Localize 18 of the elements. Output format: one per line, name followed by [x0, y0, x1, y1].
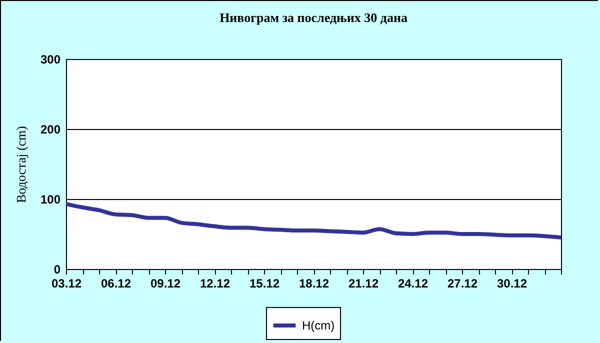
x-tick-label: 18.12 — [298, 276, 330, 290]
x-tick-label: 15.12 — [249, 276, 280, 290]
legend-label: H(cm) — [302, 318, 335, 332]
x-tick-label: 30.12 — [496, 276, 528, 290]
y-tick-label: 300 — [40, 52, 61, 66]
x-tick-label: 12.12 — [200, 276, 230, 290]
x-tick-label: 09.12 — [150, 276, 181, 290]
y-tick-label: 100 — [40, 192, 61, 206]
y-tick-label: 200 — [40, 122, 61, 136]
y-tick-label: 0 — [54, 262, 61, 276]
chart-title: Нивограм за последњих 30 дана — [220, 10, 408, 25]
x-tick-label: 24.12 — [398, 276, 428, 290]
x-tick-label: 27.12 — [447, 276, 478, 290]
x-tick-label: 21.12 — [348, 276, 379, 290]
x-tick-label: 03.12 — [51, 276, 82, 290]
x-tick-label: 06.12 — [100, 276, 132, 290]
y-axis-title: Водостај (cm) — [13, 126, 28, 204]
line-series — [64, 202, 563, 240]
